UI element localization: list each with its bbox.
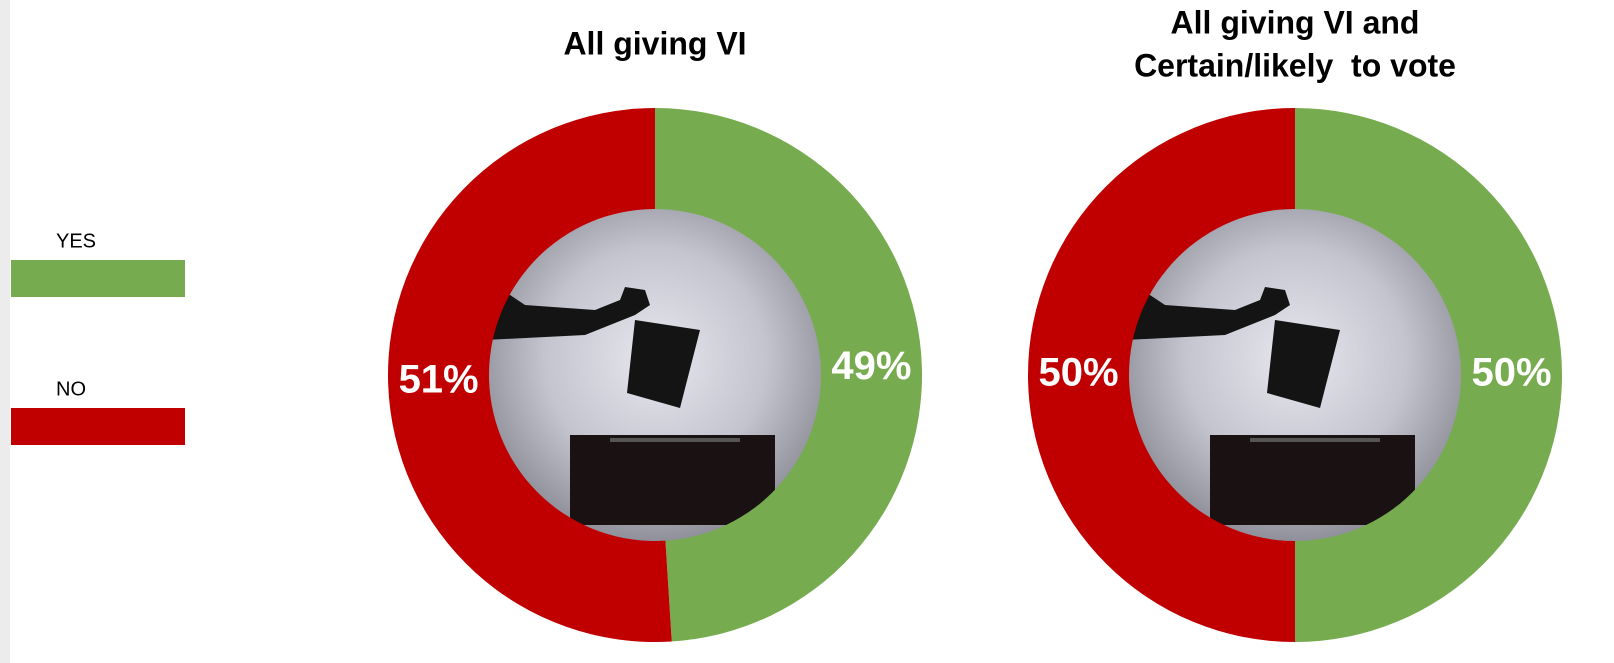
legend-swatch bbox=[11, 408, 185, 445]
legend-label: YES bbox=[56, 230, 96, 252]
legend-label: NO bbox=[56, 378, 86, 400]
left-strip bbox=[0, 0, 10, 663]
donut-slice bbox=[1295, 108, 1562, 642]
chart-title: All giving VI bbox=[563, 25, 746, 61]
donut-slice bbox=[655, 108, 922, 642]
donut-slice bbox=[387, 108, 672, 643]
donut-slice bbox=[1028, 108, 1295, 642]
chart-title: All giving VI and bbox=[1171, 4, 1420, 40]
legend-swatch bbox=[11, 260, 185, 297]
chart-title: Certain/likely to vote bbox=[1134, 47, 1456, 83]
data-label: 51% bbox=[399, 357, 479, 401]
data-label: 50% bbox=[1038, 351, 1118, 395]
data-label: 50% bbox=[1471, 351, 1551, 395]
data-label: 49% bbox=[831, 344, 911, 388]
legend: YES NO bbox=[11, 230, 185, 445]
